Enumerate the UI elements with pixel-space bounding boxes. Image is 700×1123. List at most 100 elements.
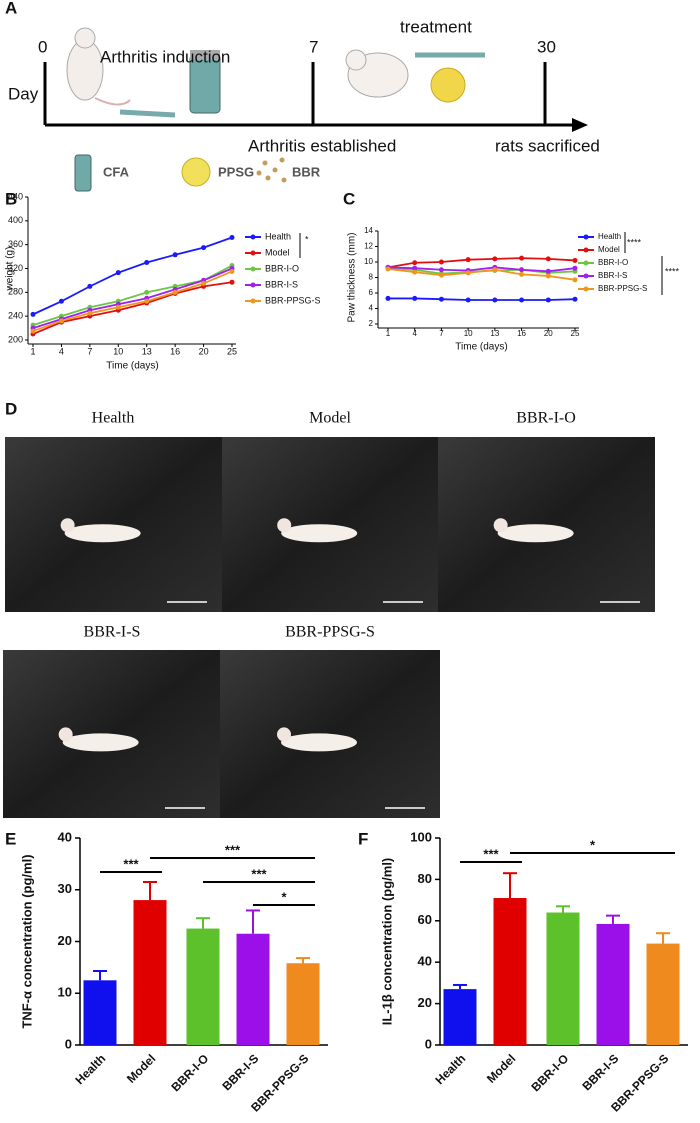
data-point [144, 260, 150, 266]
paw [64, 524, 141, 543]
data-point [545, 297, 551, 303]
data-point [519, 267, 525, 273]
significance-label: **** [665, 266, 680, 276]
y-tick-label: 6 [369, 288, 374, 297]
y-tick-label: 0 [65, 1036, 72, 1051]
day-label: Day [8, 84, 39, 103]
bar [236, 933, 270, 1045]
significance-label: *** [251, 866, 267, 881]
y-axis-title: IL-1β concentration (pg/ml) [379, 858, 394, 1026]
panel-label: F [358, 829, 368, 848]
y-tick-label: 0 [425, 1036, 432, 1051]
x-tick-label: 25 [227, 346, 237, 356]
bar [186, 928, 220, 1045]
bar [493, 898, 527, 1045]
bar [83, 980, 117, 1045]
event-label: rats sacrificed [495, 136, 600, 155]
legend-marker [250, 298, 256, 304]
error-bar [93, 969, 107, 981]
series-line [387, 268, 576, 281]
error-bar [656, 932, 670, 944]
data-point [519, 255, 525, 261]
y-axis-title: TNF-α concentration (pg/ml) [19, 854, 34, 1028]
bar [596, 923, 630, 1045]
data-point [144, 289, 150, 295]
data-point [465, 257, 471, 263]
x-tick-label: 7 [439, 329, 444, 338]
data-point [30, 311, 36, 317]
data-point [572, 277, 578, 283]
legend-marker [583, 286, 589, 292]
x-tick-label: Model [484, 1051, 518, 1085]
photo [222, 437, 438, 612]
significance-label: *** [225, 842, 241, 857]
x-tick-label: Health [73, 1051, 109, 1087]
data-point [545, 273, 551, 279]
data-point [229, 268, 235, 274]
series-line [32, 267, 233, 329]
x-tick-label: 20 [199, 346, 209, 356]
legend-label: Model [265, 247, 290, 257]
x-axis-title: Time (days) [106, 361, 158, 372]
x-tick-label: 13 [142, 346, 152, 356]
legend-label: BBR [292, 164, 321, 179]
data-point [412, 265, 418, 271]
y-tick-label: 40 [58, 829, 72, 844]
x-tick-label: 20 [544, 329, 553, 338]
day-tick: 0 [38, 37, 47, 56]
paw-toe [60, 518, 75, 533]
x-tick-label: 25 [571, 329, 580, 338]
paw-toe [277, 518, 292, 533]
data-point [58, 298, 64, 304]
data-point [144, 298, 150, 304]
legend-marker [583, 273, 589, 279]
x-tick-label: BBR-I-S [579, 1051, 621, 1093]
data-point [438, 267, 444, 273]
data-point [87, 310, 93, 316]
y-tick-label: 320 [8, 263, 23, 273]
data-point [519, 271, 525, 277]
series-line [387, 257, 576, 269]
photo-label: Model [309, 410, 351, 427]
data-point [572, 265, 578, 271]
legend-marker [583, 260, 589, 266]
y-tick-label: 20 [418, 995, 432, 1010]
legend-label: BBR-I-O [265, 263, 299, 273]
photo-label: BBR-PPSG-S [285, 624, 375, 641]
data-point [438, 259, 444, 265]
bar [546, 912, 580, 1045]
x-tick-label: Health [433, 1051, 469, 1087]
day-tick: 30 [537, 37, 556, 56]
y-tick-label: 400 [8, 215, 23, 225]
x-tick-label: Model [124, 1051, 158, 1085]
error-bar [296, 957, 310, 964]
significance-label: * [305, 234, 309, 244]
bar [286, 963, 320, 1045]
y-tick-label: 360 [8, 239, 23, 249]
y-tick-label: 20 [58, 933, 72, 948]
y-tick-label: 80 [418, 871, 432, 886]
y-tick-label: 40 [418, 954, 432, 969]
y-tick-label: 2 [369, 319, 374, 328]
x-tick-label: BBR-I-O [528, 1051, 571, 1094]
paw [497, 524, 574, 543]
paw [281, 524, 358, 543]
data-point [58, 318, 64, 324]
x-tick-label: 7 [87, 346, 92, 356]
significance-label: * [281, 889, 287, 904]
series-line [32, 236, 233, 316]
event-label: treatment [400, 17, 472, 36]
y-tick-label: 100 [410, 829, 432, 844]
error-bar [503, 872, 517, 899]
data-point [572, 257, 578, 263]
data-point [438, 272, 444, 278]
paw-toe [493, 518, 508, 533]
legend-label: CFA [103, 164, 130, 179]
data-point [385, 266, 391, 272]
legend-label: BBR-I-S [265, 279, 298, 289]
legend-marker [250, 282, 256, 288]
x-tick-label: 10 [113, 346, 123, 356]
x-tick-label: BBR-I-S [219, 1051, 261, 1093]
data-point [412, 269, 418, 275]
